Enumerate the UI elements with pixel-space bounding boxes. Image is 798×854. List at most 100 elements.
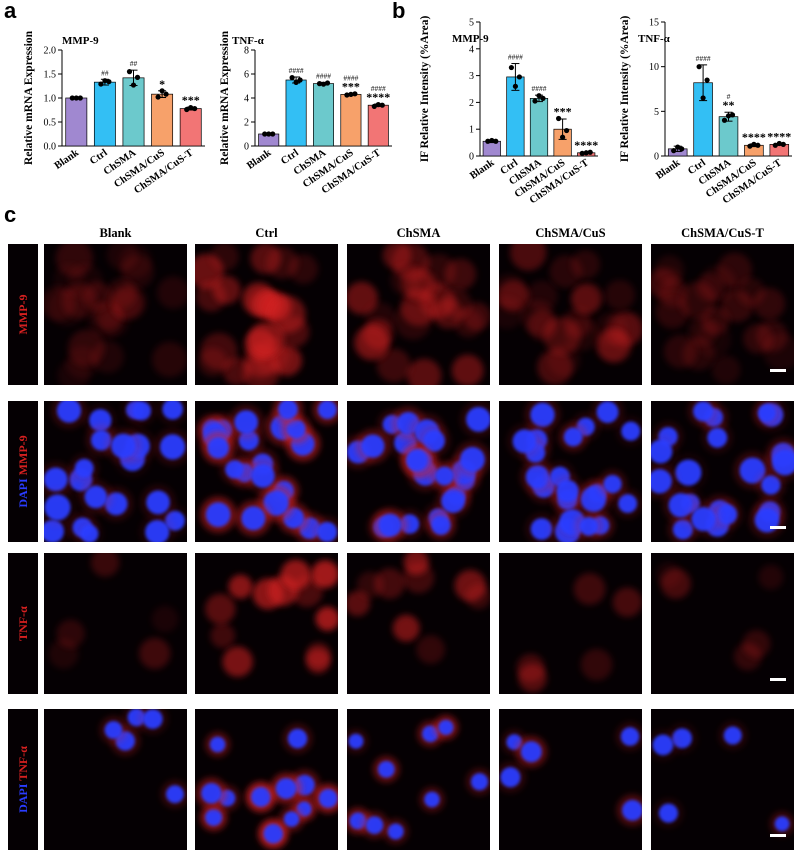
data-point bbox=[320, 81, 327, 87]
data-point bbox=[297, 77, 303, 83]
cell-red-stain bbox=[394, 302, 432, 340]
y-tick-label: 1.5 bbox=[44, 70, 57, 81]
cell-red-stain bbox=[248, 321, 285, 358]
data-point bbox=[556, 115, 562, 122]
data-point bbox=[540, 95, 546, 101]
y-tick-label: 2 bbox=[469, 98, 474, 109]
row-label-part: MMP-9 bbox=[16, 435, 30, 478]
row-label-part: TNF-α bbox=[16, 746, 30, 784]
cell-red-stain bbox=[376, 348, 411, 383]
data-point bbox=[316, 81, 323, 87]
bar bbox=[529, 98, 549, 157]
data-point bbox=[270, 131, 276, 137]
micrograph-panel bbox=[44, 709, 187, 850]
cell-red-stain bbox=[305, 642, 332, 668]
cell-nucleus bbox=[500, 767, 521, 788]
cell-nucleus bbox=[717, 504, 738, 525]
data-point bbox=[755, 142, 761, 148]
cell-nucleus bbox=[251, 464, 275, 488]
data-point bbox=[508, 64, 514, 71]
cell-nucleus bbox=[466, 406, 490, 432]
significance-star: **** bbox=[574, 138, 598, 152]
row-label-strip bbox=[8, 401, 38, 542]
cell-red-stain bbox=[571, 249, 601, 279]
data-point bbox=[776, 140, 782, 147]
cell-nucleus bbox=[159, 434, 186, 460]
cell-nucleus bbox=[84, 485, 108, 509]
cell-red-stain bbox=[355, 325, 389, 360]
cell-nucleus bbox=[658, 803, 678, 823]
significance-hash: #### bbox=[532, 84, 547, 93]
y-tick-label: 2 bbox=[244, 118, 249, 129]
cell-red-stain bbox=[573, 572, 606, 605]
data-point bbox=[188, 105, 194, 111]
column-header: ChSMA/CuS-T bbox=[681, 226, 764, 240]
micrograph-panel bbox=[499, 401, 642, 542]
cell-red-stain bbox=[660, 568, 691, 599]
data-point bbox=[696, 64, 702, 70]
y-tick-label: 0.0 bbox=[44, 142, 57, 153]
significance-hash: ## bbox=[130, 59, 138, 68]
data-point bbox=[352, 91, 358, 97]
data-point bbox=[106, 79, 112, 85]
y-axis-label: Relative mRNA Expression bbox=[219, 30, 231, 165]
cell-red-stain bbox=[597, 329, 632, 363]
cell-red-stain bbox=[407, 358, 442, 385]
y-axis-label: IF Relative Intensity (%Area) bbox=[619, 16, 631, 163]
y-tick-label: 3 bbox=[469, 71, 474, 82]
cell-nucleus bbox=[530, 402, 555, 427]
significance-hash: #### bbox=[371, 84, 386, 93]
cell-nucleus bbox=[441, 489, 465, 513]
data-point bbox=[98, 81, 104, 87]
significance-star: **** bbox=[767, 129, 791, 143]
y-tick-label: 4 bbox=[469, 44, 474, 55]
cell-nucleus bbox=[283, 811, 300, 827]
data-point bbox=[675, 144, 681, 150]
micrograph-panel bbox=[347, 553, 490, 694]
significance-hash: #### bbox=[316, 71, 331, 80]
chart-b-tnfa: TNF-α IF Relative Intensity (%Area) 0 5 10 15… bbox=[619, 16, 792, 206]
cell-red-stain bbox=[356, 571, 384, 599]
column-header: Ctrl bbox=[255, 226, 278, 240]
chart-b-mmp9: MMP-9 IF Relative Intensity (%Area) 0 1 2 3 4 5… bbox=[419, 16, 598, 207]
cell-red-stain bbox=[742, 629, 771, 658]
data-point bbox=[344, 92, 350, 98]
micrograph-panel bbox=[347, 709, 490, 850]
cell-red-stain bbox=[678, 281, 716, 319]
data-point bbox=[266, 131, 272, 137]
cell-nucleus bbox=[209, 736, 226, 753]
data-point bbox=[77, 95, 83, 101]
column-header: ChSMA/CuS bbox=[535, 226, 605, 240]
cell-red-stain bbox=[444, 258, 477, 291]
data-point bbox=[671, 148, 677, 154]
cell-nucleus bbox=[512, 429, 537, 454]
bar bbox=[285, 79, 307, 147]
micrograph-grid: Blank Ctrl ChSMA ChSMA/CuS ChSMA/CuS-TMMP-9D… bbox=[8, 226, 794, 850]
cell-nucleus bbox=[556, 479, 579, 503]
cell-red-stain bbox=[90, 553, 120, 577]
data-point bbox=[512, 83, 519, 89]
cell-red-stain bbox=[374, 568, 405, 599]
data-point bbox=[583, 150, 589, 156]
cell-red-stain bbox=[242, 354, 280, 385]
cell-red-stain bbox=[392, 614, 420, 642]
cell-nucleus bbox=[520, 741, 542, 763]
cell-nucleus bbox=[652, 734, 674, 756]
data-point bbox=[679, 146, 685, 152]
cell-red-stain bbox=[753, 287, 786, 320]
data-point bbox=[159, 88, 165, 94]
cell-nucleus bbox=[44, 494, 71, 521]
data-point bbox=[126, 69, 133, 75]
cell-nucleus bbox=[377, 760, 395, 778]
panel-letter-b: b bbox=[392, 0, 405, 23]
cell-red-stain bbox=[280, 559, 311, 590]
cell-red-stain bbox=[106, 244, 139, 271]
cell-nucleus bbox=[424, 791, 440, 808]
cell-nucleus bbox=[234, 410, 259, 434]
micrograph-panel bbox=[347, 401, 490, 542]
y-tick-label: 8 bbox=[244, 46, 249, 57]
cell-nucleus bbox=[668, 493, 693, 518]
y-tick-label: 15 bbox=[649, 18, 659, 29]
data-point bbox=[725, 113, 732, 119]
cell-red-stain bbox=[228, 574, 253, 599]
